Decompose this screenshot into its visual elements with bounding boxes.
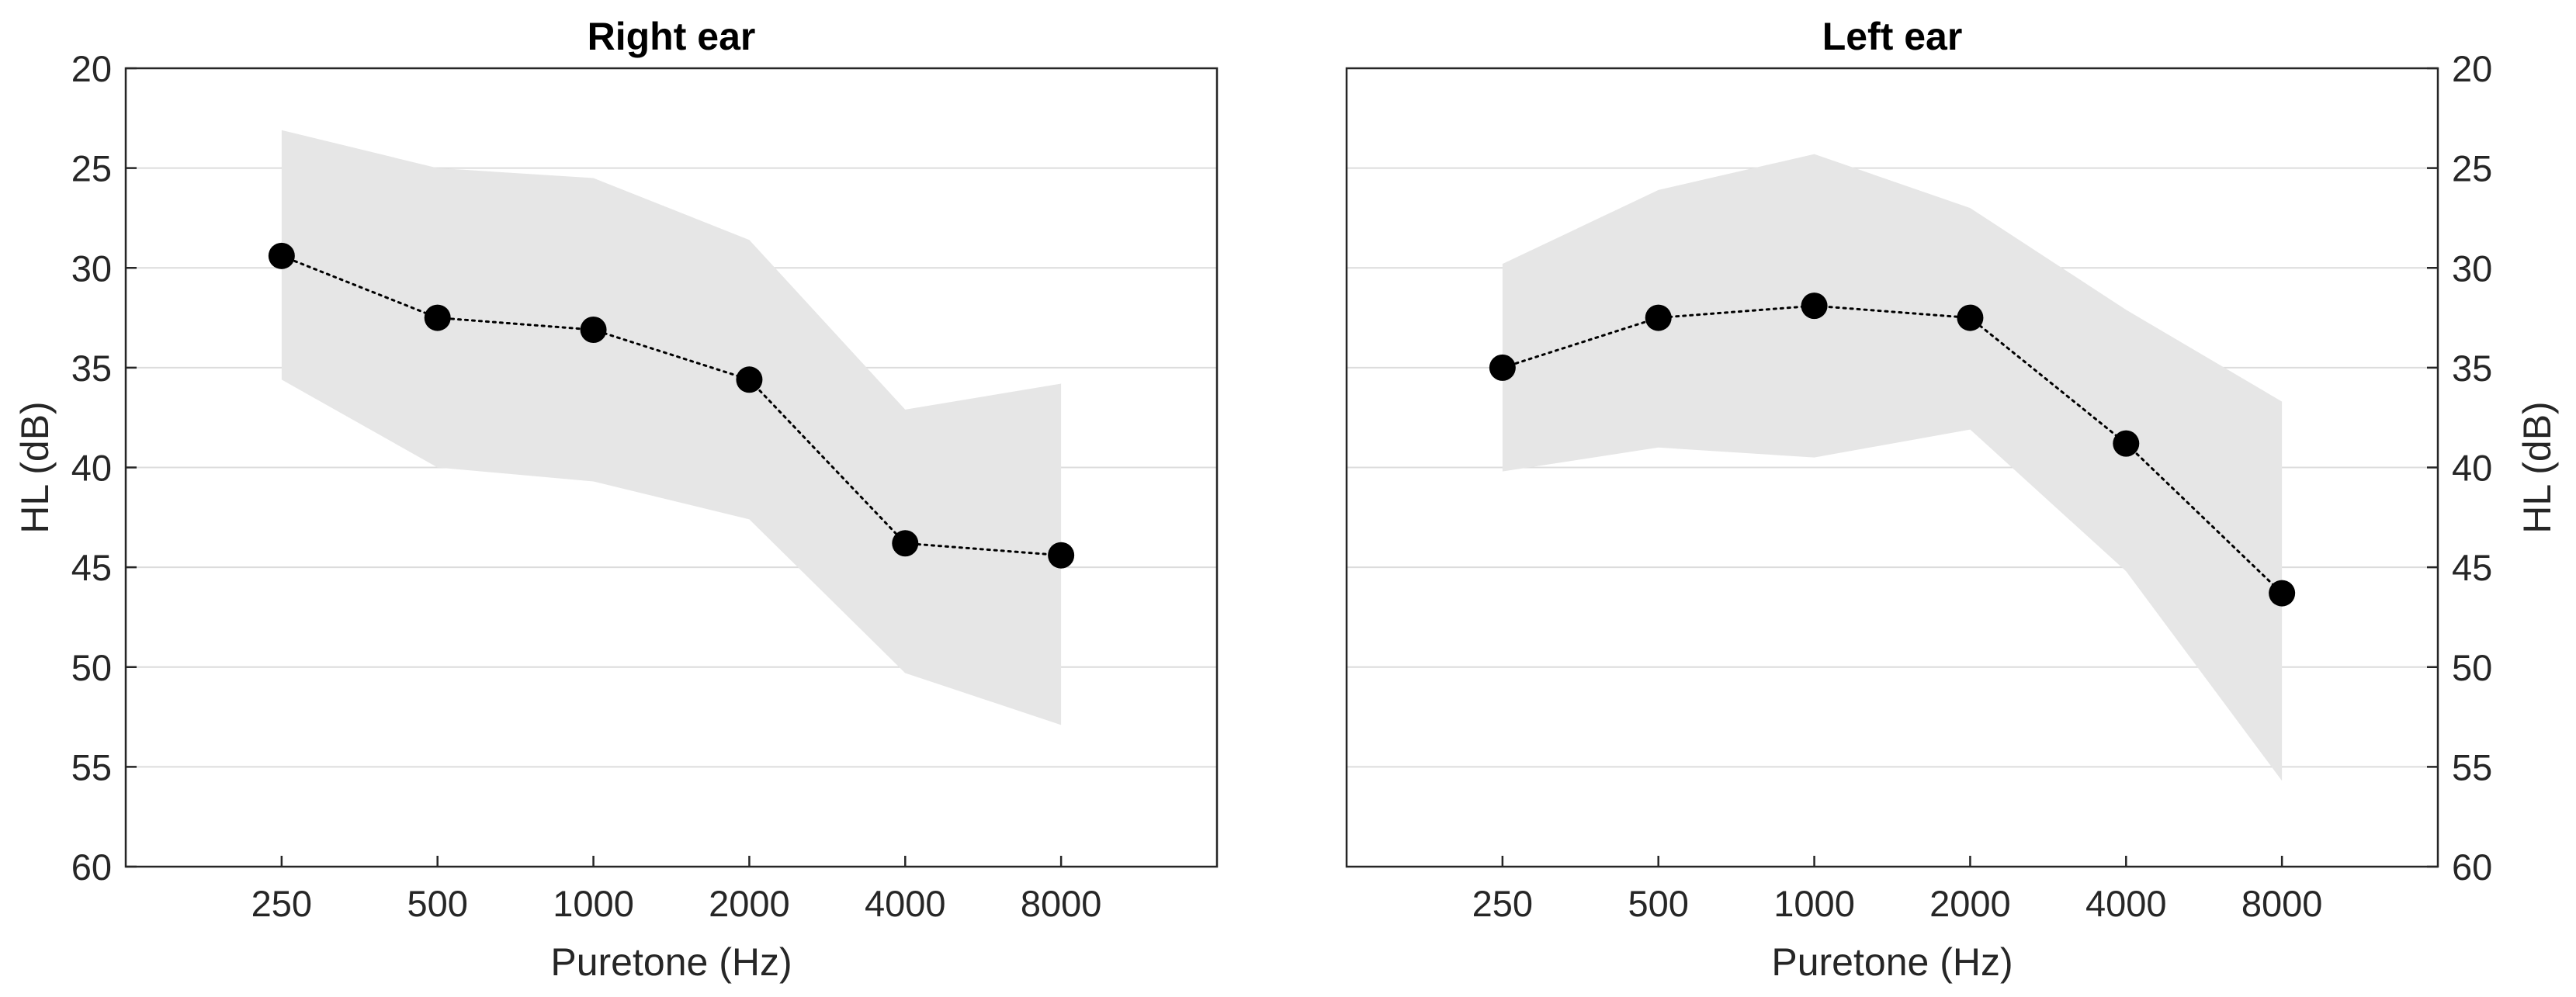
y-tick-label: 60 <box>71 846 112 888</box>
series-line <box>280 254 1063 557</box>
x-tick-label: 250 <box>251 883 312 924</box>
x-axis-label: Puretone (Hz) <box>1771 940 2013 984</box>
variability-band <box>281 130 1062 725</box>
y-tick-label: 50 <box>71 647 112 688</box>
y-tick-label: 35 <box>2452 348 2492 389</box>
y-tick-label: 60 <box>2452 846 2492 888</box>
y-tick-label: 55 <box>71 746 112 788</box>
x-axis-label: Puretone (Hz) <box>550 940 792 984</box>
data-point <box>1801 293 1828 320</box>
y-tick-label: 20 <box>2452 48 2492 89</box>
y-tick-label: 40 <box>71 448 112 489</box>
data-point <box>268 242 295 269</box>
series-line <box>1501 304 2283 595</box>
x-tick-label: 4000 <box>2085 883 2167 924</box>
data-point <box>580 316 607 343</box>
data-point <box>424 304 451 331</box>
y-tick-label: 30 <box>71 248 112 289</box>
y-axis-label: HL (dB) <box>13 401 57 533</box>
x-tick-label: 2000 <box>709 883 790 924</box>
data-point <box>1957 304 1984 331</box>
x-tick-label: 250 <box>1472 883 1533 924</box>
data-point <box>1489 354 1516 381</box>
x-tick-label: 8000 <box>2241 883 2323 924</box>
y-tick-label: 25 <box>2452 148 2492 189</box>
x-tick-label: 4000 <box>865 883 946 924</box>
data-point <box>736 366 763 393</box>
x-tick-label: 1000 <box>1773 883 1855 924</box>
data-point <box>1048 542 1075 569</box>
y-tick-label: 20 <box>71 48 112 89</box>
y-axis-label: HL (dB) <box>2515 401 2559 533</box>
y-tick-label: 50 <box>2452 647 2492 688</box>
data-point <box>2113 430 2140 457</box>
x-tick-label: 2000 <box>1929 883 2011 924</box>
y-tick-label: 55 <box>2452 746 2492 788</box>
y-tick-label: 45 <box>2452 547 2492 588</box>
x-tick-label: 500 <box>407 883 468 924</box>
x-tick-label: 1000 <box>553 883 634 924</box>
data-point <box>892 530 919 557</box>
right-ear-panel: 20 25 30 35 40 45 50 55 60 250 500 1000 2000 4000 8000… <box>13 15 1219 984</box>
data-point <box>1645 304 1672 331</box>
data-point <box>2269 580 2296 607</box>
y-tick-label: 30 <box>2452 248 2492 289</box>
chart-title: Left ear <box>1822 15 1963 58</box>
y-tick-label: 35 <box>71 348 112 389</box>
x-tick-label: 8000 <box>1021 883 1102 924</box>
variability-band <box>1502 154 2283 781</box>
chart-title: Right ear <box>588 15 756 58</box>
left-ear-panel: 20 25 30 35 40 45 50 55 60 250 500 1000 2000 4000 8000… <box>1345 15 2559 984</box>
y-tick-label: 45 <box>71 547 112 588</box>
y-tick-label: 25 <box>71 148 112 189</box>
y-tick-label: 40 <box>2452 448 2492 489</box>
x-tick-label: 500 <box>1628 883 1689 924</box>
